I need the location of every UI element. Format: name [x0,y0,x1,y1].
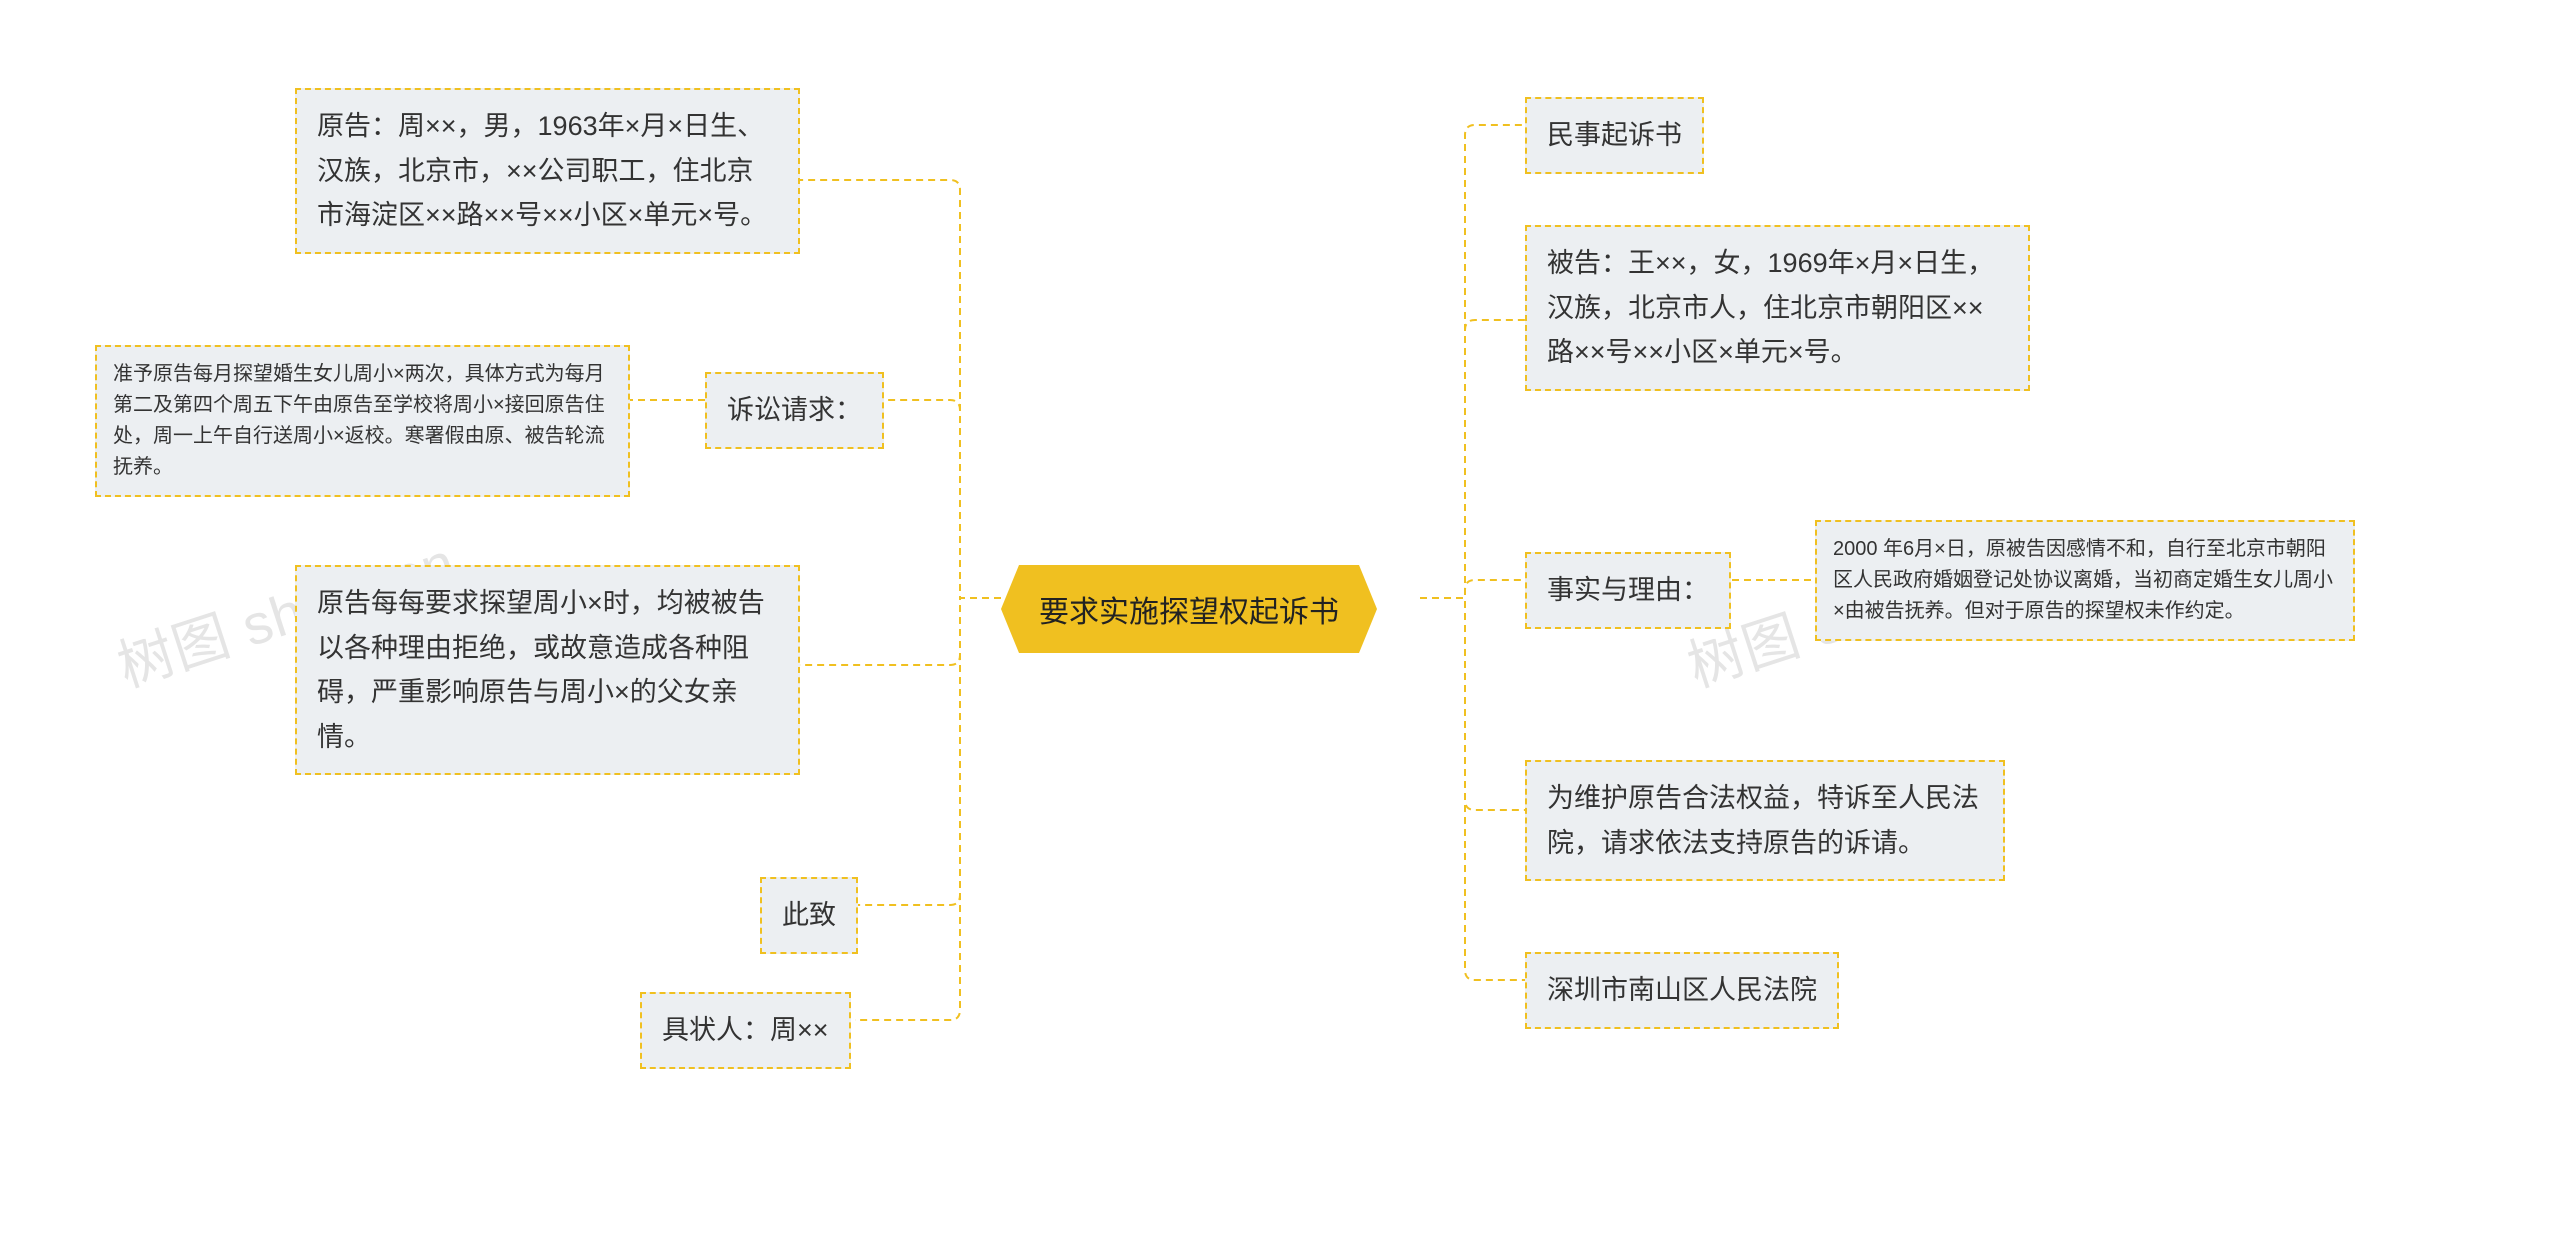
facts-label-text: 事实与理由： [1547,575,1709,605]
center-label: 要求实施探望权起诉书 [1039,596,1339,629]
node-signer: 具状人：周×× [640,992,851,1069]
node-defendant: 被告：王××，女，1969年×月×日生，汉族，北京市人，住北京市朝阳区××路××… [1525,225,2030,391]
node-request: 为维护原告合法权益，特诉至人民法院，请求依法支持原告的诉请。 [1525,760,2005,881]
node-doc-type: 民事起诉书 [1525,97,1704,174]
node-facts-label: 事实与理由： [1525,552,1731,629]
defendant-text: 被告：王××，女，1969年×月×日生，汉族，北京市人，住北京市朝阳区××路××… [1547,248,1994,367]
claim-label-text: 诉讼请求： [727,395,862,425]
node-claim-label: 诉讼请求： [705,372,884,449]
mindmap-canvas: 树图 shutu.cn 树图 shutu.cn 要求实施探望权起诉书 原告：周×… [0,0,2560,1247]
claim-fact-text: 原告每每要求探望周小×时，均被被告以各种理由拒绝，或故意造成各种阻碍，严重影响原… [317,588,765,752]
facts-detail-text: 2000 年6月×日，原被告因感情不和，自行至北京市朝阳区人民政府婚姻登记处协议… [1833,538,2333,622]
request-text: 为维护原告合法权益，特诉至人民法院，请求依法支持原告的诉请。 [1547,783,1979,858]
node-claim-detail: 准予原告每月探望婚生女儿周小×两次，具体方式为每月第二及第四个周五下午由原告至学… [95,345,630,497]
plaintiff-text: 原告：周××，男，1963年×月×日生、汉族，北京市，××公司职工，住北京市海淀… [317,111,767,230]
closing-text: 此致 [782,900,836,930]
doc-type-text: 民事起诉书 [1547,120,1682,150]
node-facts-detail: 2000 年6月×日，原被告因感情不和，自行至北京市朝阳区人民政府婚姻登记处协议… [1815,520,2355,641]
node-court: 深圳市南山区人民法院 [1525,952,1839,1029]
node-closing: 此致 [760,877,858,954]
claim-detail-text: 准予原告每月探望婚生女儿周小×两次，具体方式为每月第二及第四个周五下午由原告至学… [113,363,605,478]
node-plaintiff: 原告：周××，男，1963年×月×日生、汉族，北京市，××公司职工，住北京市海淀… [295,88,800,254]
signer-text: 具状人：周×× [662,1015,829,1045]
court-text: 深圳市南山区人民法院 [1547,975,1817,1005]
node-claim-fact: 原告每每要求探望周小×时，均被被告以各种理由拒绝，或故意造成各种阻碍，严重影响原… [295,565,800,775]
center-node: 要求实施探望权起诉书 [1001,565,1377,653]
